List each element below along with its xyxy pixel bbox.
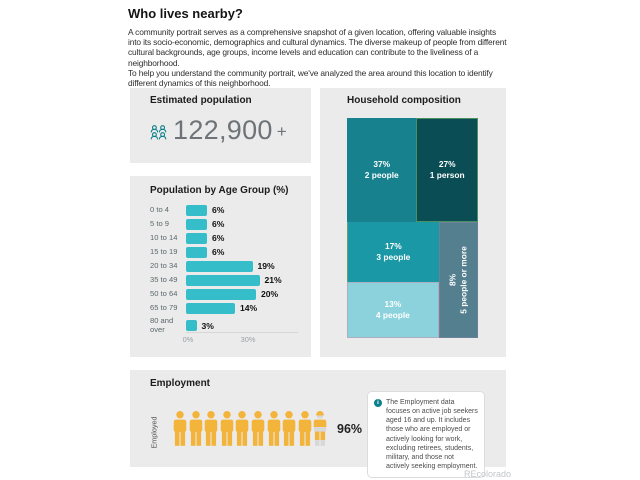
info-icon: i [374,399,382,407]
household-composition-title: Household composition [347,95,461,106]
treemap-cell: 13% 4 people [347,282,439,338]
estimated-population-value-row: 122,900 + [150,115,311,146]
employment-card: Employment Employed 96% i The Employment… [130,370,506,479]
treemap-cell-value: 13% [384,299,402,310]
age-bar-label: 5 to 9 [150,218,169,228]
age-bar [186,246,207,258]
age-bar-value: 21% [264,275,282,285]
person-icon [267,411,280,446]
estimated-population-suffix: + [276,121,287,141]
age-group-card: Population by Age Group (%) 0 to 4 6% 5 to… [130,176,311,357]
age-bar-row: 80 and over 3% [150,315,311,336]
age-bar-label: 35 to 49 [150,274,178,284]
people-group-icon [150,125,167,140]
age-bar [186,204,207,216]
age-bar-value: 19% [257,261,275,271]
person-icon [173,411,187,446]
treemap-cell-label: 1 person [429,170,465,181]
age-bar-row: 10 to 14 6% [150,231,311,245]
age-bar-value: 6% [212,219,225,229]
age-bar [186,260,253,272]
age-bar-value: 6% [212,247,225,257]
age-bar-label: 50 to 64 [150,288,178,298]
treemap-cell-label: 4 people [375,310,410,321]
treemap-cell-value: 17% [384,241,402,252]
person-icon [220,411,234,446]
employment-note-text: The Employment data focuses on active jo… [386,399,478,471]
age-bar-value: 6% [212,205,225,215]
person-icon [251,411,265,446]
age-bar-row: 5 to 9 6% [150,217,311,231]
age-bar-label: 10 to 14 [150,232,178,242]
age-bar [186,302,235,314]
axis-tick-0: 0% [182,335,194,344]
age-bar [186,232,207,244]
age-bar-row: 0 to 4 6% [150,203,311,217]
employment-note-box: i The Employment data focuses on active … [367,391,485,479]
treemap-cell-label: 3 people [376,252,411,263]
age-bar-value: 14% [240,303,258,313]
age-bar-value: 6% [212,233,225,243]
age-chart-axis-line [186,332,298,333]
age-group-title: Population by Age Group (%) [150,185,289,196]
watermark: REcolorado [464,469,512,479]
employed-axis-label-text: Employed [149,416,159,449]
age-group-bar-chart: 0 to 4 6% 5 to 9 6% 10 to 14 6% 15 to 19 6% 20 t… [150,203,311,336]
age-bar-row: 65 to 79 14% [150,301,311,315]
intro-paragraph-1: A community portrait serves as a compreh… [128,27,507,68]
age-bar-value: 3% [201,320,214,331]
treemap-cell: 8% 5 people or more [438,222,478,338]
axis-tick-30: 30% [240,335,256,344]
treemap-cell: 17% 3 people [347,222,439,283]
age-bar-label: 0 to 4 [150,204,169,214]
age-bar [186,218,207,230]
treemap-cell-value: 27% [438,159,456,170]
employment-title: Employment [150,378,211,389]
employment-pictogram [173,411,327,446]
estimated-population-card: Estimated population 122,900 + [130,88,311,163]
employed-axis-label: Employed [139,415,169,450]
person-icon [282,411,296,446]
age-bar [186,274,260,286]
person-icon [314,411,327,446]
age-bar-label: 65 to 79 [150,302,178,312]
person-icon [204,411,218,446]
age-bar-row: 20 to 34 19% [150,259,311,273]
intro-paragraph-2: To help you understand the community por… [128,67,493,89]
page-header: Who lives nearby? A community portrait s… [128,6,510,88]
age-bar [186,288,256,300]
estimated-population-title: Estimated population [150,95,252,106]
age-bar-label: 15 to 19 [150,246,178,256]
age-bar [186,320,197,331]
age-bar-value: 20% [261,289,279,299]
treemap-cell-label: 5 people or more [458,246,469,314]
treemap-cell-label: 2 people [364,170,399,181]
treemap-cell: 27% 1 person [416,118,478,223]
age-bar-row: 35 to 49 21% [150,273,311,287]
age-bar-label: 20 to 34 [150,260,178,270]
treemap-cell: 37% 2 people [347,118,417,223]
estimated-population-value: 122,900 [173,115,273,145]
age-bar-row: 50 to 64 20% [150,287,311,301]
treemap-cell-value: 37% [373,159,391,170]
age-bar-row: 15 to 19 6% [150,245,311,259]
page-title: Who lives nearby? [128,6,243,21]
household-treemap: 37% 2 people 27% 1 person 17% 3 people 13% 4 pe… [347,118,478,338]
person-icon [189,411,202,446]
person-icon [236,411,249,446]
treemap-cell-value: 8% [447,273,458,287]
employment-value: 96% [337,422,363,436]
age-bar-label: 80 and over [150,316,174,334]
person-icon [298,411,312,446]
household-composition-card: Household composition 37% 2 people 27% 1 pe… [320,88,506,357]
